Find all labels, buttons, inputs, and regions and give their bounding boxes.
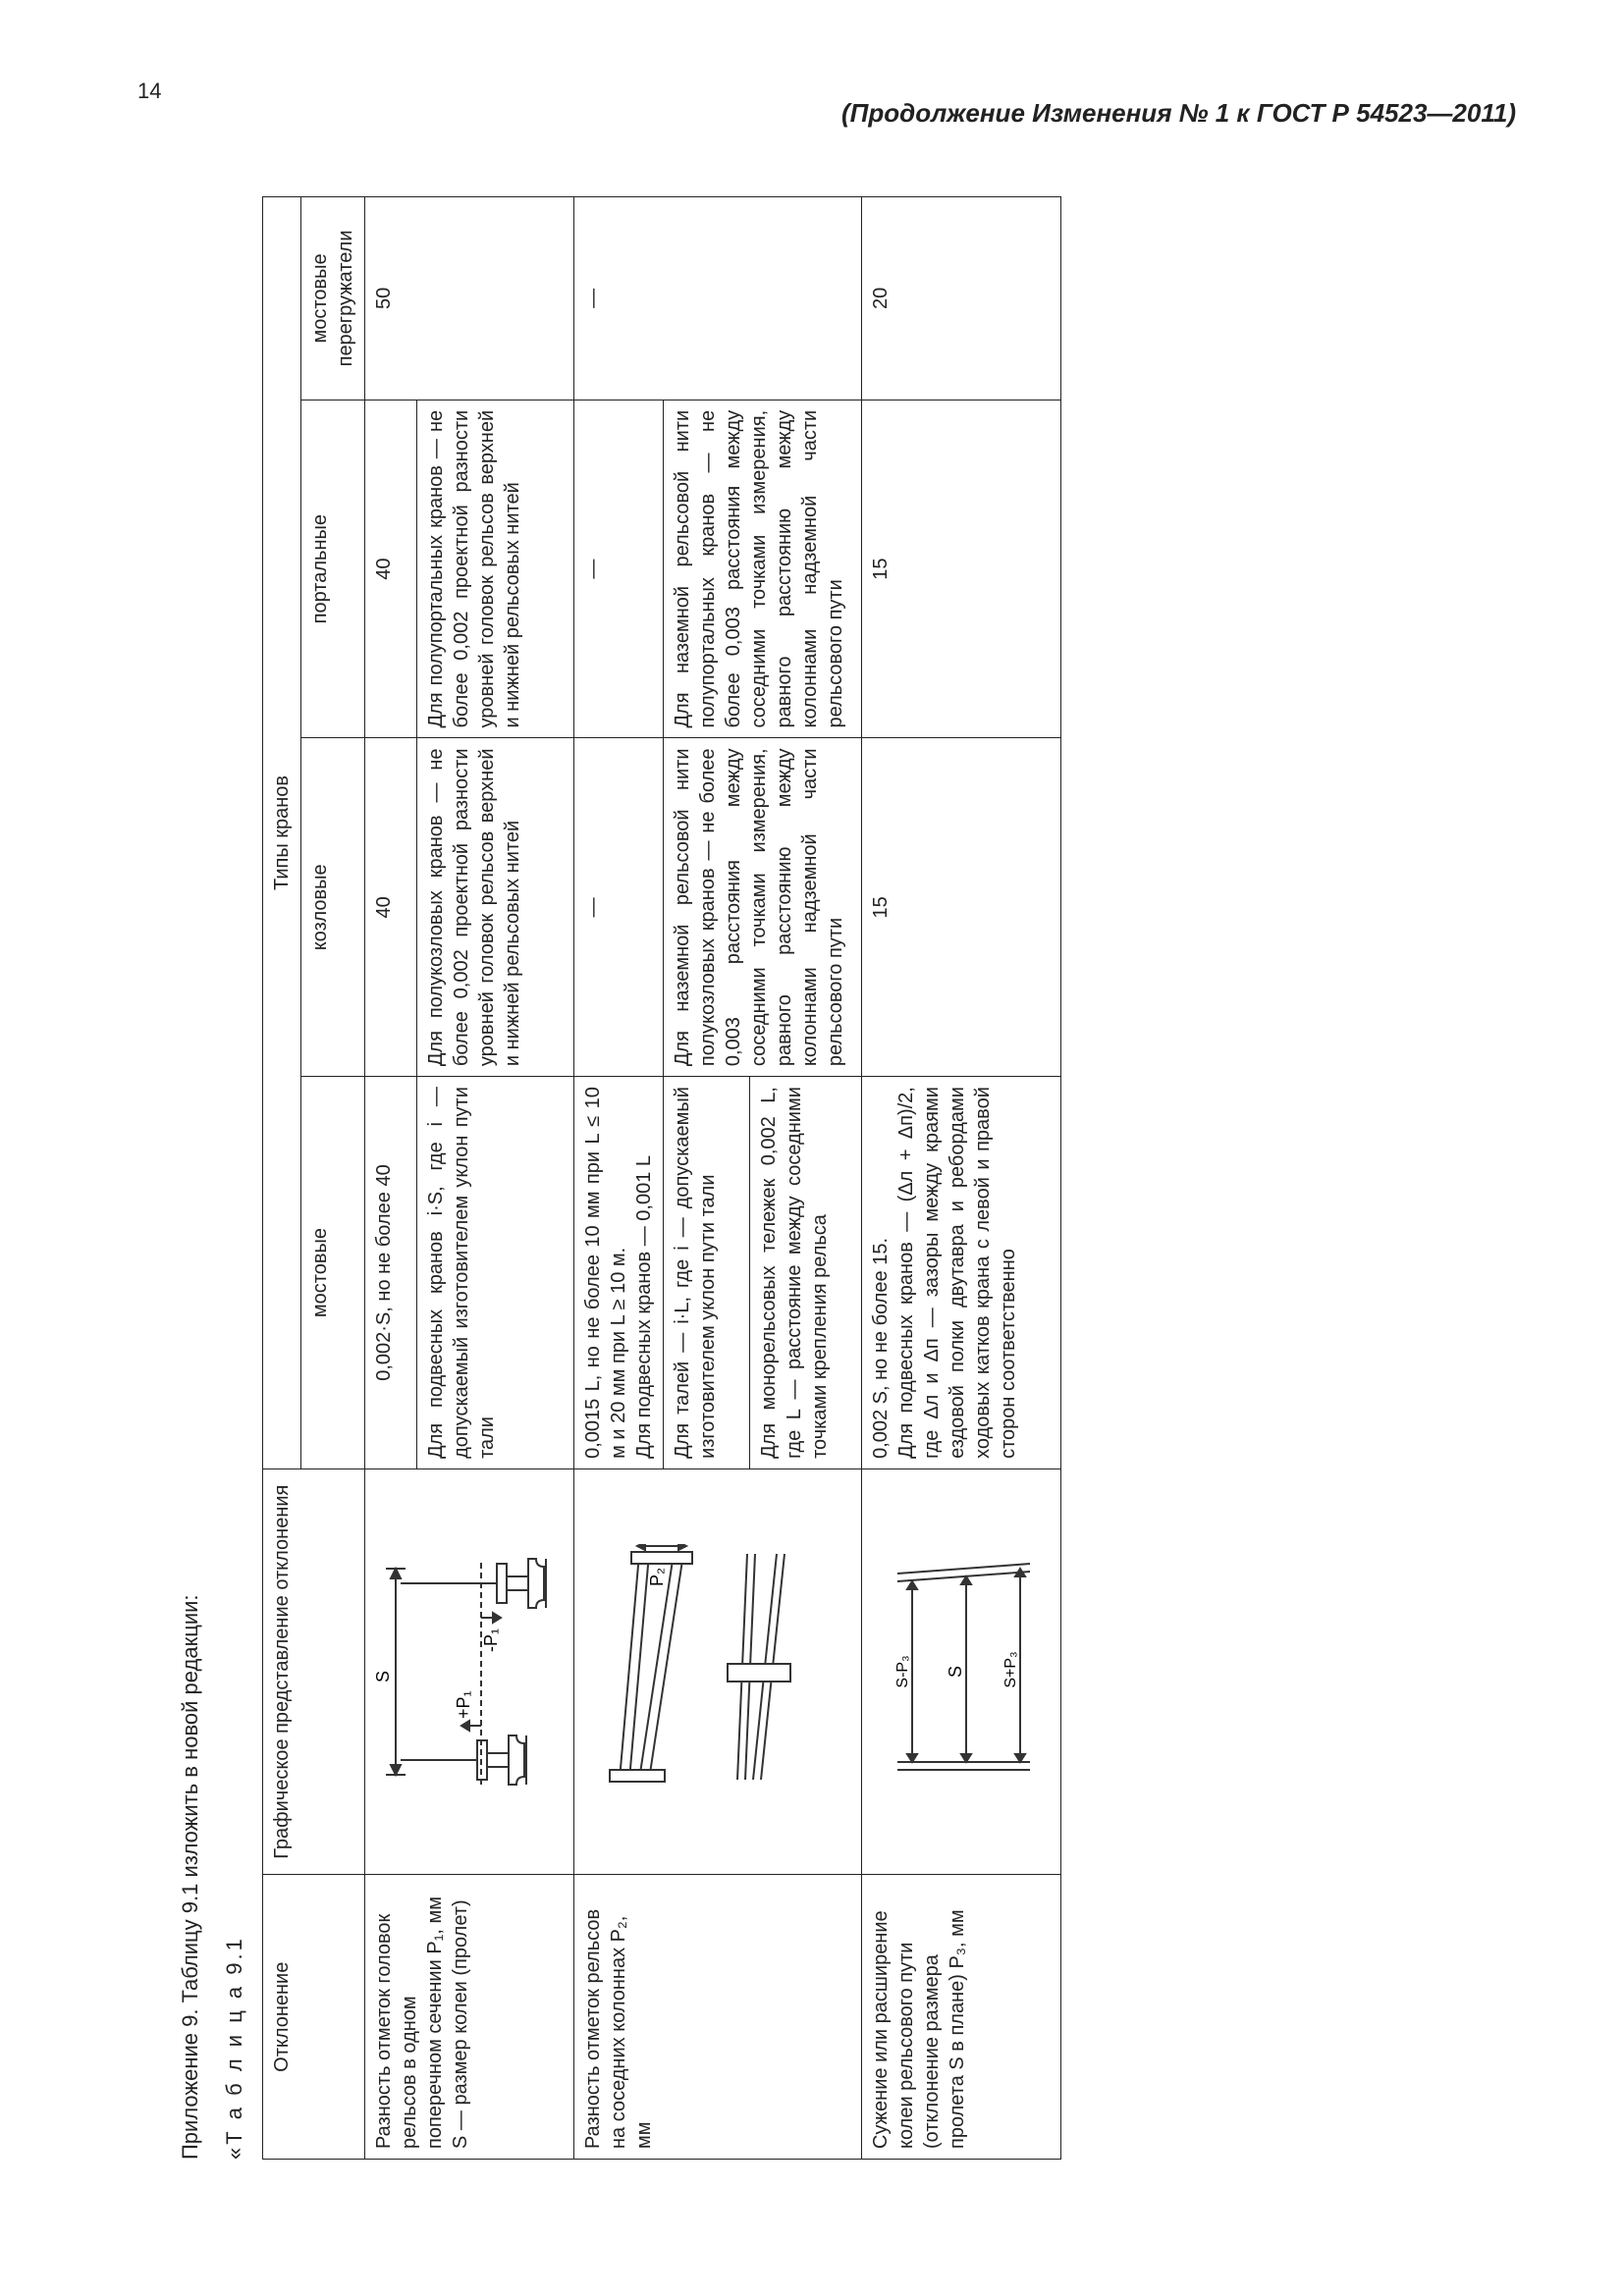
row2-most-c: Для талей — i·L, где i — допускаемый изг… — [664, 1077, 750, 1469]
row2-most-d: Для монорельсовых тележек 0,002 L, где L… — [750, 1077, 862, 1469]
row-p2-top: Разность отметок рельсов на соседних кол… — [574, 197, 664, 2160]
row-p3: Сужение или расширение колеи рельсового … — [862, 197, 1061, 2160]
row3-por: 15 — [862, 400, 1061, 738]
col-mostovye: мостовые — [301, 1077, 365, 1469]
diag1-minus: -P₁ — [481, 1629, 501, 1652]
pre-title: Приложение 9. Таблицу 9.1 изложить в нов… — [177, 196, 205, 2160]
row1-portal: Для полупортальных кранов — не более 0,0… — [417, 400, 574, 738]
diagram-p2: P₂ — [580, 1544, 855, 1799]
row3-most-a: 0,002 S, но не более 15. — [868, 1087, 893, 1459]
col-crane-types: Типы кранов — [263, 197, 301, 1469]
row1-bridge: 50 — [365, 197, 574, 400]
page-number: 14 — [137, 79, 161, 104]
row1-portal-top: 40 — [365, 400, 417, 738]
col-kozlovye: козловые — [301, 738, 365, 1077]
row3-bridge: 20 — [862, 197, 1061, 400]
row1-kozlovye: Для полукозловых кранов — не более 0,002… — [417, 738, 574, 1077]
col-bridge: мостовые перегружатели — [301, 197, 365, 400]
row2-most-a: 0,0015 L, но не более 10 мм при L ≤ 10 м… — [580, 1087, 631, 1459]
row1-mostovye-top: 0,002·S, но не более 40 — [365, 1077, 417, 1469]
row-p1-top: Разность отметок головок рельсов в одном… — [365, 197, 417, 2160]
row2-por-dash: — — [574, 400, 664, 738]
row2-dev: Разность отметок рельсов на соседних кол… — [574, 1875, 862, 2160]
table-title: «Т а б л и ц а 9.1 — [221, 196, 249, 2160]
amendment-header: (Продолжение Изменения № 1 к ГОСТ Р 5452… — [128, 98, 1516, 129]
row3-koz: 15 — [862, 738, 1061, 1077]
diag3-mid: S — [946, 1666, 965, 1678]
diag3-right: S+P₃ — [1002, 1652, 1019, 1688]
table-9-1: Отклонение Графическое представление отк… — [262, 196, 1061, 2160]
row3-most-b: Для подвесных кранов — (Δл + Δп)/2, где … — [893, 1087, 1021, 1459]
row1-dev-b: S — размер колеи (пролет) — [448, 1886, 473, 2150]
row2-koz: Для наземной рельсовой нити полукозловых… — [664, 738, 862, 1077]
page: 14 (Продолжение Изменения № 1 к ГОСТ Р 5… — [0, 0, 1624, 2296]
row1-kozlovye-top: 40 — [365, 738, 417, 1077]
diagram-p1: S +P₁ -P₁ — [371, 1544, 568, 1799]
row2-bridge: — — [574, 197, 862, 400]
col-portal: портальные — [301, 400, 365, 738]
diag1-plus: +P₁ — [454, 1691, 473, 1720]
row3-dev: Сужение или расширение колеи рельсового … — [862, 1875, 1061, 2160]
row1-dev-a: Разность отметок головок рельсов в одном… — [371, 1886, 448, 2150]
col-deviation: Отклонение — [263, 1875, 365, 2160]
diag2-label: P₂ — [647, 1568, 667, 1586]
diag1-s: S — [373, 1671, 393, 1682]
row2-por: Для наземной рельсовой нити полупортальн… — [664, 400, 862, 738]
diagram-p3: S-P₃ S S+P₃ — [868, 1544, 1055, 1799]
col-graphic: Графическое представление отклонения — [263, 1468, 365, 1875]
row2-most-b: Для подвесных кранов — 0,001 L — [631, 1087, 657, 1459]
header-row-1: Отклонение Графическое представление отк… — [263, 197, 301, 2160]
row2-koz-dash: — — [574, 738, 664, 1077]
rotated-content: Приложение 9. Таблицу 9.1 изложить в нов… — [177, 196, 1483, 2160]
diag3-left: S-P₃ — [894, 1656, 911, 1688]
row1-mostovye: Для подвесных кранов i·S, где i — допуск… — [417, 1077, 574, 1469]
